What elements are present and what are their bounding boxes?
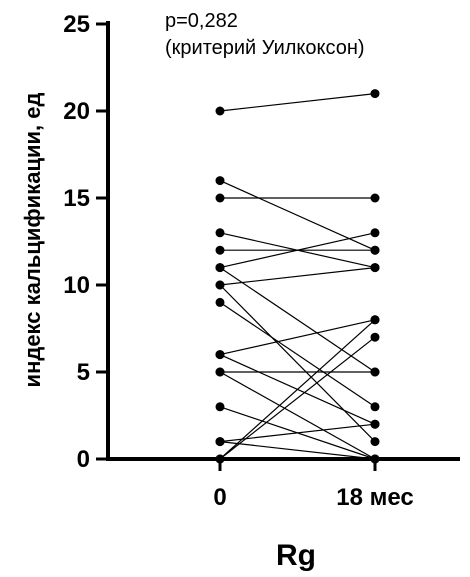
data-point	[215, 297, 225, 307]
data-point	[370, 89, 380, 99]
data-point	[215, 350, 225, 360]
series-line	[219, 232, 376, 269]
data-point	[370, 367, 380, 377]
series-line	[219, 180, 376, 251]
data-point	[370, 228, 380, 238]
series-lines	[219, 93, 376, 460]
series-line	[219, 441, 376, 460]
annotation-test-name: (критерий Уилкоксон)	[165, 37, 365, 59]
data-point	[370, 437, 380, 447]
data-point	[215, 263, 225, 273]
data-point	[370, 193, 380, 203]
y-tick-label: 25	[63, 11, 90, 38]
data-point	[215, 193, 225, 203]
y-tick-label: 20	[63, 98, 90, 125]
y-axis-title: индекс кальцификации, ед	[20, 93, 45, 388]
x-tick-label: 0	[213, 484, 226, 511]
series-line	[219, 284, 376, 443]
x-axis-title: Rg	[276, 539, 316, 572]
y-tick-label: 15	[63, 185, 90, 212]
data-points	[215, 89, 380, 464]
y-tick-label: 5	[77, 359, 90, 386]
data-point	[215, 280, 225, 290]
data-point	[370, 315, 380, 325]
data-point	[215, 228, 225, 238]
data-point	[370, 245, 380, 255]
x-ticks: 0 18 мес	[213, 459, 414, 511]
series-line	[219, 267, 376, 286]
annotation-p-value: p=0,282	[165, 10, 238, 32]
y-tick-label: 10	[63, 272, 90, 299]
x-tick-label: 18 мес	[336, 484, 414, 511]
series-line	[219, 93, 376, 112]
data-point	[215, 245, 225, 255]
data-point	[215, 176, 225, 186]
data-point	[215, 106, 225, 116]
data-point	[370, 402, 380, 412]
data-point	[215, 437, 225, 447]
data-point	[215, 367, 225, 377]
y-ticks: 0 5 10 15 20 25	[63, 11, 108, 473]
data-point	[215, 402, 225, 412]
data-point	[370, 332, 380, 342]
data-point	[370, 263, 380, 273]
series-line	[219, 319, 376, 356]
series-line	[219, 267, 376, 373]
series-line	[219, 371, 376, 460]
series-line	[219, 301, 376, 408]
series-line	[219, 423, 376, 443]
series-line	[219, 319, 376, 460]
series-line	[219, 336, 376, 460]
data-point	[370, 419, 380, 429]
y-tick-label: 0	[77, 446, 90, 473]
